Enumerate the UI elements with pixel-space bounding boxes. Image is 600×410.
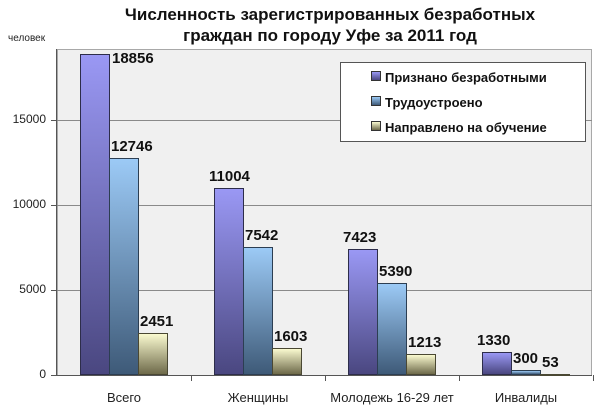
- bar-value-label: 5390: [379, 263, 413, 281]
- bar: [243, 246, 273, 375]
- bar: [406, 354, 436, 375]
- bar: [138, 333, 168, 375]
- bar: [511, 369, 541, 375]
- x-category-label: Всего: [106, 390, 142, 405]
- gridline: [57, 120, 592, 121]
- y-tick-mark: [51, 290, 57, 291]
- bar-value-label: 7423: [343, 228, 377, 246]
- y-tick-label: 10000: [12, 197, 46, 211]
- bar: [80, 54, 110, 375]
- y-tick-label: 5000: [19, 282, 46, 296]
- bar-value-label: 1603: [274, 327, 308, 345]
- legend-swatch-icon: [371, 96, 381, 106]
- gridline: [57, 290, 592, 291]
- bar-value-label: 300: [513, 349, 539, 367]
- legend-item-employed: Трудоустроено: [371, 95, 483, 110]
- legend-swatch-icon: [371, 71, 381, 81]
- x-tick-mark: [459, 375, 460, 381]
- bar-value-label: 2451: [140, 313, 174, 331]
- bar: [272, 347, 302, 375]
- x-category-label: Инвалиды: [494, 390, 558, 405]
- gridline: [57, 205, 592, 206]
- bar-value-label: 18856: [112, 50, 154, 68]
- x-axis: [52, 375, 592, 376]
- y-axis-unit-label: человек: [8, 33, 46, 44]
- bar: [214, 187, 244, 375]
- bar-value-label: 12746: [111, 138, 153, 156]
- y-tick-mark: [51, 120, 57, 121]
- bar-value-label: 1213: [408, 334, 442, 352]
- chart-title-line-1: Численность зарегистрированных безработн…: [124, 5, 536, 24]
- x-tick-mark: [191, 375, 192, 381]
- x-tick-mark: [325, 375, 326, 381]
- legend-item-recognized: Признано безработными: [371, 70, 547, 85]
- y-tick-label: 0: [39, 367, 46, 381]
- x-category-label: Молодежь 16-29 лет: [330, 390, 454, 405]
- legend-item-training: Направлено на обучение: [371, 120, 547, 135]
- x-category-label: Женщины: [227, 390, 289, 405]
- y-axis: [56, 49, 57, 376]
- y-tick-mark: [51, 205, 57, 206]
- bar: [109, 158, 139, 375]
- legend: Признано безработными Трудоустроено Напр…: [340, 62, 586, 142]
- bar-value-label: 11004: [209, 167, 250, 185]
- bar: [377, 283, 407, 375]
- legend-swatch-icon: [371, 121, 381, 131]
- chart-title-line-2: граждан по городу Уфе за 2011 год: [183, 26, 477, 45]
- x-tick-mark: [593, 375, 594, 381]
- y-tick-label: 15000: [12, 112, 46, 126]
- bar: [348, 248, 378, 375]
- y-tick-mark: [51, 375, 57, 376]
- bar-value-label: 7542: [245, 226, 279, 244]
- bar: [540, 374, 570, 377]
- bar-value-label: 53: [542, 354, 559, 372]
- bar: [482, 352, 512, 375]
- bar-value-label: 1330: [477, 332, 511, 350]
- chart-title: Численность зарегистрированных безработн…: [100, 4, 560, 46]
